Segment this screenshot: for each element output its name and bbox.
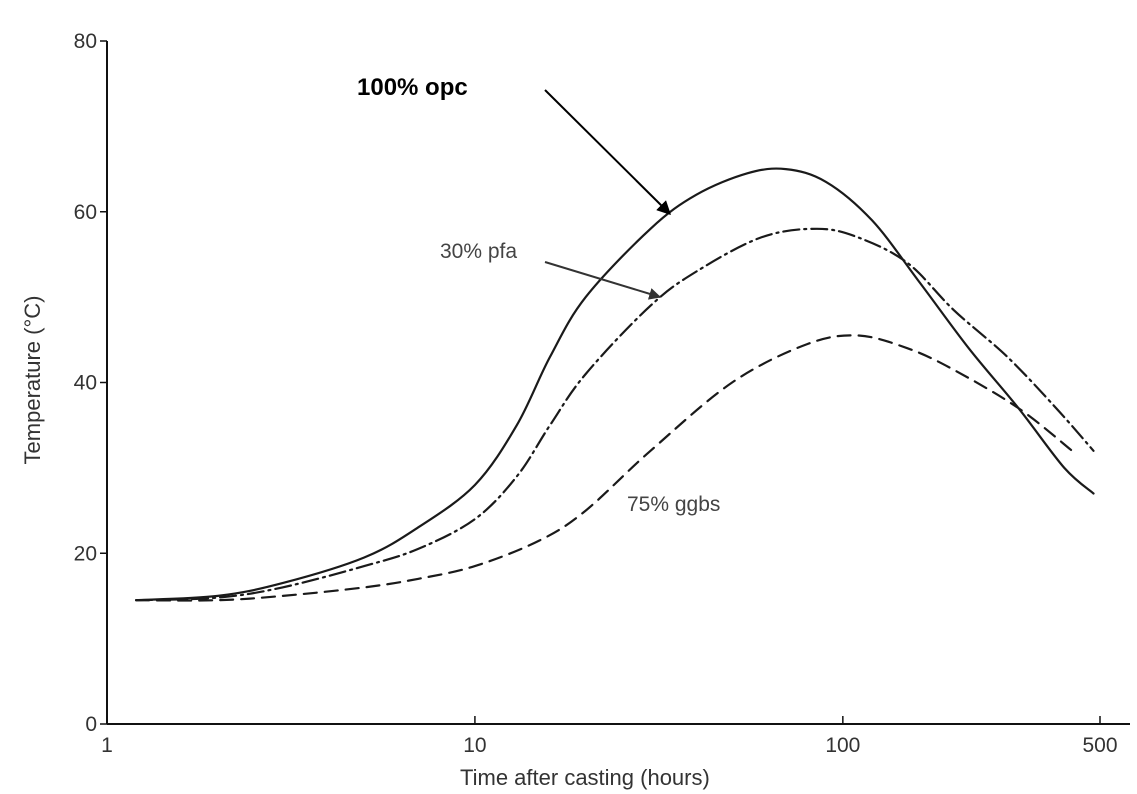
series-line-30-pfa bbox=[135, 227, 1095, 602]
annotation-opc-arrow bbox=[544, 89, 671, 215]
x-axis-title: Time after casting (hours) bbox=[460, 765, 710, 790]
y-tick-label: 80 bbox=[74, 30, 97, 53]
x-tick-label: 500 bbox=[1082, 734, 1117, 757]
annotations: 100% opc 30% pfa 75% ggbs bbox=[357, 74, 720, 516]
y-tick-label: 60 bbox=[74, 201, 97, 224]
annotation-ggbs-label: 75% ggbs bbox=[627, 493, 720, 516]
x-tick-label: 10 bbox=[463, 734, 486, 757]
annotation-pfa-arrow bbox=[544, 261, 662, 300]
x-tick-label: 100 bbox=[825, 734, 860, 757]
annotation-pfa-label: 30% pfa bbox=[440, 240, 517, 263]
y-axis-title: Temperature (°C) bbox=[20, 296, 45, 465]
annotation-opc-label: 100% opc bbox=[357, 74, 468, 101]
y-tick-label: 0 bbox=[85, 713, 97, 736]
series-line-100-opc bbox=[135, 167, 1095, 602]
series-lines bbox=[135, 167, 1095, 602]
y-tick-label: 20 bbox=[74, 542, 97, 565]
y-tick-label: 40 bbox=[74, 372, 97, 395]
ticks: 0 20 40 60 80 1 10 100 500 bbox=[74, 30, 1118, 757]
x-tick-label: 1 bbox=[101, 734, 113, 757]
series-line-75-ggbs bbox=[135, 334, 1074, 602]
